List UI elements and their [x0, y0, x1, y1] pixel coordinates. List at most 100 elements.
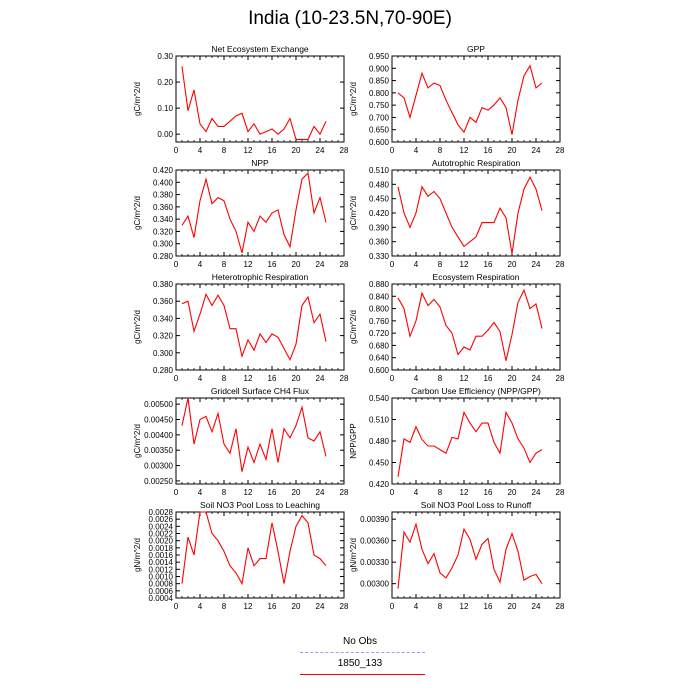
- x-tick-label: 4: [414, 488, 419, 497]
- y-tick-label: 0.450: [369, 195, 390, 204]
- panel-frame: [175, 397, 345, 485]
- y-tick-label: 0.840: [369, 292, 390, 301]
- y-axis-label: gC/m^2/d: [349, 196, 358, 230]
- x-tick-label: 0: [174, 488, 179, 497]
- y-tick-label: 0.800: [369, 89, 390, 98]
- y-tick-label: 0.360: [153, 203, 174, 212]
- x-tick-label: 16: [268, 260, 277, 269]
- x-tick-label: 24: [532, 488, 541, 497]
- x-tick-label: 20: [508, 488, 517, 497]
- y-tick-label: 0.380: [153, 280, 174, 289]
- y-tick-label: 0.0028: [149, 508, 174, 517]
- y-tick-label: 0.10: [157, 104, 173, 113]
- x-tick-label: 0: [390, 260, 395, 269]
- x-tick-label: 4: [198, 260, 203, 269]
- x-tick-label: 4: [198, 488, 203, 497]
- x-tick-label: 8: [222, 602, 227, 611]
- x-tick-label: 12: [244, 488, 253, 497]
- x-tick-label: 0: [390, 146, 395, 155]
- y-tick-label: 0.700: [369, 113, 390, 122]
- y-tick-label: 0.450: [369, 459, 390, 468]
- y-tick-label: 0.360: [369, 238, 390, 247]
- y-tick-label: 0.0026: [149, 515, 174, 524]
- x-tick-label: 20: [292, 488, 301, 497]
- legend-obs-label: No Obs: [343, 636, 377, 647]
- x-tick-label: 12: [460, 260, 469, 269]
- y-tick-label: 0.0010: [149, 573, 174, 582]
- y-tick-label: 0.300: [153, 349, 174, 358]
- x-tick-label: 16: [268, 374, 277, 383]
- panel-frame: [175, 169, 345, 257]
- x-tick-label: 8: [438, 260, 443, 269]
- series-line: [397, 522, 543, 589]
- y-axis-label: gC/m^2/d: [133, 310, 142, 344]
- y-tick-label: 0.600: [369, 366, 390, 375]
- y-tick-label: 0.0018: [149, 544, 174, 553]
- panel-frame: [175, 511, 345, 599]
- y-tick-label: 0.750: [369, 101, 390, 110]
- x-tick-label: 4: [198, 146, 203, 155]
- y-tick-label: 0.480: [369, 437, 390, 446]
- y-axis-label: gN/m^2/d: [349, 538, 358, 572]
- y-tick-label: 0.00400: [144, 431, 173, 440]
- panel-title: Ecosystem Respiration: [433, 272, 520, 282]
- y-tick-label: 0.00500: [144, 400, 173, 409]
- series-line: [397, 288, 543, 361]
- x-tick-label: 8: [222, 260, 227, 269]
- y-tick-label: 0.00330: [360, 558, 389, 567]
- y-axis-label: gC/m^2/d: [133, 424, 142, 458]
- x-tick-label: 24: [532, 374, 541, 383]
- x-tick-label: 24: [316, 146, 325, 155]
- y-tick-label: 0.0006: [149, 587, 174, 596]
- y-tick-label: 0.510: [369, 416, 390, 425]
- x-tick-label: 24: [532, 260, 541, 269]
- x-tick-label: 24: [532, 146, 541, 155]
- series-line: [397, 410, 543, 477]
- panel-frame: [391, 511, 561, 599]
- y-tick-label: 0.420: [369, 480, 390, 489]
- x-tick-label: 0: [174, 146, 179, 155]
- x-tick-label: 20: [508, 374, 517, 383]
- x-tick-label: 12: [244, 374, 253, 383]
- y-tick-label: 0.00300: [360, 580, 389, 589]
- series-line: [181, 511, 327, 586]
- y-tick-label: 0.330: [369, 252, 390, 261]
- panel-frame: [391, 283, 561, 371]
- y-tick-label: 0.280: [153, 366, 174, 375]
- y-tick-label: 0.280: [153, 252, 174, 261]
- x-tick-label: 16: [484, 602, 493, 611]
- y-tick-label: 0.300: [153, 240, 174, 249]
- x-tick-label: 28: [556, 488, 565, 497]
- y-tick-label: 0.900: [369, 64, 390, 73]
- x-tick-label: 28: [556, 602, 565, 611]
- y-tick-label: 0.0012: [149, 565, 174, 574]
- y-tick-label: 0.0024: [149, 522, 174, 531]
- x-tick-label: 20: [292, 602, 301, 611]
- y-tick-label: 0.340: [153, 215, 174, 224]
- x-tick-label: 20: [508, 260, 517, 269]
- x-tick-label: 12: [244, 602, 253, 611]
- x-tick-label: 28: [556, 260, 565, 269]
- y-tick-label: 0.800: [369, 305, 390, 314]
- y-tick-label: 0.00450: [144, 416, 173, 425]
- x-tick-label: 24: [316, 488, 325, 497]
- x-tick-label: 0: [174, 602, 179, 611]
- x-tick-label: 12: [460, 146, 469, 155]
- y-tick-label: 0.640: [369, 354, 390, 363]
- y-tick-label: 0.0008: [149, 580, 174, 589]
- x-tick-label: 24: [532, 602, 541, 611]
- y-tick-label: 0.340: [153, 314, 174, 323]
- x-tick-label: 0: [390, 374, 395, 383]
- x-tick-label: 20: [508, 602, 517, 611]
- series-line: [181, 292, 327, 362]
- x-tick-label: 28: [556, 146, 565, 155]
- y-tick-label: 0.00350: [144, 446, 173, 455]
- y-tick-label: 0.0022: [149, 530, 174, 539]
- x-tick-label: 24: [316, 374, 325, 383]
- x-tick-label: 12: [460, 488, 469, 497]
- y-tick-label: 0.540: [369, 394, 390, 403]
- x-tick-label: 12: [244, 146, 253, 155]
- x-tick-label: 24: [316, 602, 325, 611]
- y-axis-label: gC/m^2/d: [133, 82, 142, 116]
- x-tick-label: 4: [414, 146, 419, 155]
